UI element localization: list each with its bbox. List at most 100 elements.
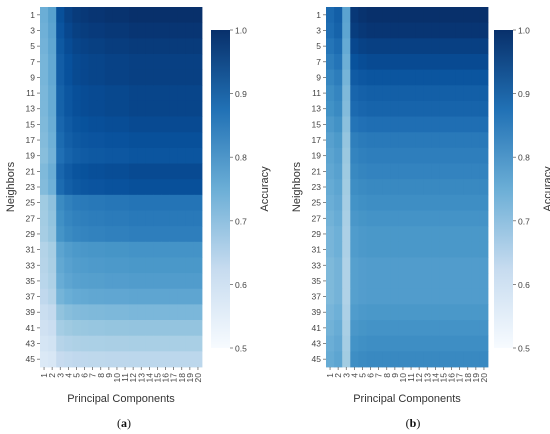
heatmap-cell (129, 257, 138, 274)
heatmap-cell (193, 226, 203, 243)
heatmap-cell (137, 210, 146, 227)
heatmap-cell (64, 304, 73, 321)
heatmap-cell (398, 147, 408, 164)
x-tick-label: 1 (325, 373, 335, 378)
heatmap-cell (479, 163, 489, 180)
heatmap-cell (96, 53, 106, 71)
heatmap-cell (455, 288, 465, 305)
heatmap-cell (145, 7, 154, 24)
heatmap-cell (455, 304, 465, 321)
heatmap-cell (80, 69, 89, 86)
x-tick-label: 11 (120, 373, 130, 382)
heatmap-cell (153, 194, 162, 211)
heatmap-cell (407, 85, 416, 102)
heatmap-cell (177, 288, 187, 305)
heatmap-cell (153, 273, 162, 290)
heatmap-cell (398, 132, 408, 149)
y-tick-label: 15 (312, 119, 322, 129)
colorbar-tick-label: 0.7 (518, 216, 530, 226)
heatmap-cell (56, 100, 65, 117)
heatmap-cell (72, 85, 81, 102)
heatmap-cell (80, 132, 89, 149)
heatmap-cell (161, 85, 170, 102)
heatmap-cell (169, 85, 179, 102)
y-tick-label: 25 (312, 198, 322, 208)
heatmap-cell (374, 226, 384, 243)
heatmap-cell (104, 100, 114, 117)
heatmap-cell (40, 69, 49, 86)
heatmap-cell (463, 116, 473, 133)
heatmap-cell (358, 304, 367, 321)
heatmap-cell (96, 351, 106, 368)
heatmap-cell (112, 351, 122, 368)
heatmap-cell (80, 241, 89, 258)
y-tick-label: 39 (26, 307, 36, 317)
heatmap-cell (439, 210, 448, 227)
heatmap-cell (415, 69, 424, 86)
heatmap-cell (358, 335, 367, 352)
heatmap-cell (471, 38, 481, 55)
heatmap-cell (455, 7, 465, 24)
heatmap-cell (185, 304, 195, 321)
heatmap-cell (326, 320, 335, 337)
heatmap-cell (169, 53, 179, 71)
heatmap-cell (455, 210, 465, 227)
heatmap-cell (463, 85, 473, 102)
heatmap-cell (129, 194, 138, 211)
heatmap-cell (374, 304, 384, 321)
x-tick-label: 19 (471, 373, 481, 383)
heatmap-cell (129, 351, 138, 368)
heatmap-cell (358, 226, 367, 243)
heatmap-cell (88, 116, 98, 133)
heatmap-cell (455, 273, 465, 290)
heatmap-cell (398, 241, 408, 258)
heatmap-cell (129, 288, 138, 305)
heatmap-cell (455, 320, 465, 337)
heatmap-cell (431, 85, 440, 102)
heatmap-cell (358, 179, 367, 196)
x-tick-label: 11 (406, 373, 416, 382)
heatmap-cell (145, 257, 154, 274)
heatmap-cell (161, 226, 170, 243)
y-tick-label: 11 (26, 88, 35, 98)
heatmap-cell (407, 257, 416, 274)
heatmap-cell (382, 132, 392, 149)
heatmap-cell (72, 335, 81, 352)
heatmap-cell (161, 288, 170, 305)
heatmap-cell (455, 69, 465, 86)
heatmap-cell (366, 7, 375, 24)
heatmap-cell (342, 351, 351, 368)
heatmap-cell (129, 7, 138, 24)
heatmap-cell (423, 7, 432, 24)
heatmap-cell (334, 304, 343, 321)
heatmap-cell (326, 288, 335, 305)
heatmap-cell (145, 210, 154, 227)
heatmap-cell (447, 22, 456, 39)
heatmap-cell (48, 335, 57, 352)
heatmap-cell (382, 53, 392, 71)
heatmap-cell (374, 85, 384, 102)
heatmap-cell (358, 210, 367, 227)
heatmap-cell (366, 85, 375, 102)
heatmap-cell (177, 147, 187, 164)
heatmap-cell (161, 7, 170, 24)
heatmap-cell (169, 194, 179, 211)
y-tick-label: 7 (316, 57, 321, 67)
heatmap-cell (40, 179, 49, 196)
heatmap-cell (177, 163, 187, 180)
y-tick-label: 43 (312, 339, 322, 349)
heatmap-cell (56, 69, 65, 86)
heatmap-cell (96, 210, 106, 227)
heatmap-cell (40, 132, 49, 149)
colorbar-tick-label: 1.0 (235, 26, 247, 36)
heatmap-cell (439, 132, 448, 149)
heatmap-cell (96, 226, 106, 243)
heatmap-cell (88, 179, 98, 196)
heatmap-cell (431, 147, 440, 164)
heatmap-cell (56, 7, 65, 24)
heatmap-cell (390, 351, 400, 368)
heatmap-cell (326, 194, 335, 211)
heatmap-cell (447, 335, 456, 352)
heatmap-cell (56, 163, 65, 180)
heatmap-cell (358, 147, 367, 164)
